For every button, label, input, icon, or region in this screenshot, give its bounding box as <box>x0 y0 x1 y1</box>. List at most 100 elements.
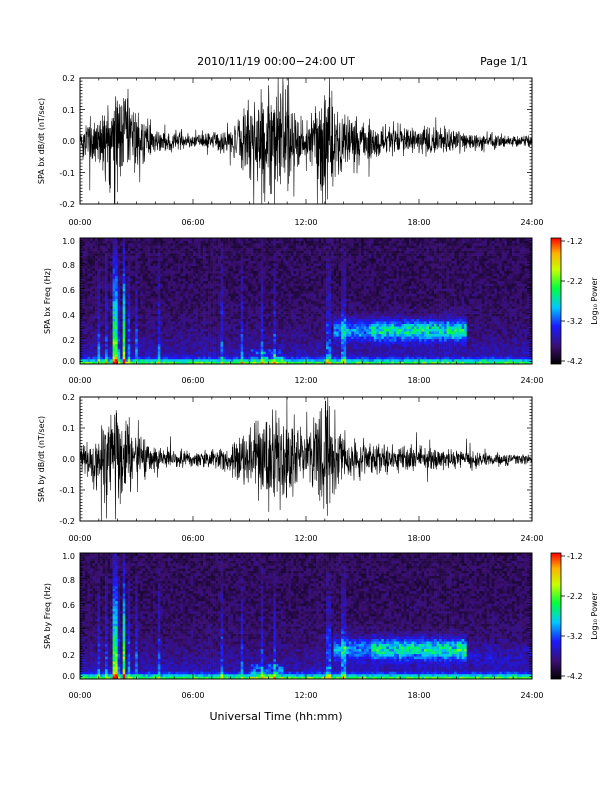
spectrogram-cell <box>107 318 111 322</box>
spectrogram-cell <box>110 316 113 319</box>
spectrogram-cell <box>107 358 111 362</box>
spectrogram-cell <box>182 323 186 327</box>
spectrogram-cell <box>225 338 229 342</box>
spectrogram-cell <box>200 243 204 246</box>
spectrogram-cell <box>112 321 116 324</box>
spectrogram-cell <box>303 326 307 330</box>
spectrogram-cell <box>105 358 108 362</box>
spectrogram-cell <box>243 343 247 347</box>
spectrogram-cell <box>205 263 209 267</box>
spectrogram-cell <box>162 303 166 307</box>
spectrogram-cell <box>268 311 272 314</box>
spectrogram-cell <box>293 258 297 261</box>
spectrogram-cell <box>250 321 254 324</box>
spectrogram-cell <box>120 353 123 357</box>
spectrogram-cell <box>162 248 166 251</box>
spectrogram-cell <box>293 336 297 340</box>
spectrogram-cell <box>198 313 201 317</box>
spectrogram-cell <box>105 331 108 335</box>
spectrogram-cell <box>107 263 111 267</box>
spectrogram-cell <box>195 283 199 287</box>
spectrogram-cell <box>203 278 206 282</box>
spectrogram-cell <box>328 348 332 352</box>
spectrogram-cell <box>167 293 171 297</box>
spectrogram-cell <box>303 268 307 272</box>
spectrogram-cell <box>140 331 144 335</box>
spectrogram-cell <box>167 316 171 319</box>
spectrogram-cell <box>265 348 269 352</box>
spectrogram-cell <box>198 353 201 357</box>
spectrogram-cell <box>225 240 229 244</box>
spectrogram-cell <box>228 250 231 254</box>
spectrogram-cell <box>293 301 297 304</box>
spectrogram-cell <box>172 353 176 357</box>
spectrogram-cell <box>260 243 264 246</box>
spectrogram-cell <box>190 321 194 324</box>
spectrogram-cell <box>180 328 184 332</box>
spectrogram-cell <box>288 336 292 340</box>
spectrogram-cell <box>162 343 166 347</box>
spectrogram-cell <box>321 353 324 357</box>
spectrogram-cell <box>303 255 307 259</box>
spectrogram-cell <box>278 358 282 362</box>
spectrogram-cell <box>203 323 206 327</box>
spectrogram-cell <box>275 293 279 297</box>
spectrogram-cell <box>152 298 156 302</box>
spectrogram-cell <box>205 321 209 324</box>
spectrogram-cell <box>130 293 134 297</box>
spectrogram-cell <box>208 313 211 317</box>
spectrogram-cell <box>95 338 98 342</box>
spectrogram-cell <box>185 288 189 292</box>
spectrogram-cell <box>268 326 272 330</box>
spectrogram-cell <box>245 343 249 347</box>
spectrogram-cell <box>268 280 272 284</box>
spectrogram-cell <box>187 348 191 352</box>
spectrogram-cell <box>157 250 161 254</box>
spectrogram-cell <box>110 303 113 307</box>
spectrogram-cell <box>208 288 211 292</box>
spectrogram-cell <box>228 341 231 345</box>
spectrogram-cell <box>215 311 219 314</box>
spectrogram-cell <box>270 331 274 335</box>
spectrogram-cell <box>107 283 111 287</box>
spectrogram-cell <box>323 336 327 340</box>
spectrogram-cell <box>230 258 234 261</box>
spectrogram-cell <box>285 313 289 317</box>
spectrogram-cell <box>105 316 108 319</box>
spectrogram-cell <box>95 293 98 297</box>
spectrogram-cell <box>102 343 106 347</box>
spectrogram-cell <box>190 255 194 259</box>
spectrogram-cell <box>137 270 141 274</box>
spectrogram-cell <box>105 323 108 327</box>
spectrogram-cell <box>210 283 214 287</box>
spectrogram-cell <box>316 318 319 322</box>
spectrogram-cell <box>90 316 93 319</box>
spectrogram-cell <box>316 255 319 259</box>
spectrogram-cell <box>278 273 282 277</box>
spectrogram-cell <box>258 346 262 350</box>
spectrogram-cell <box>240 318 244 322</box>
spectrogram-cell <box>323 331 327 335</box>
spectrogram-cell <box>110 293 113 297</box>
spectrogram-cell <box>215 333 219 337</box>
spectrogram-cell <box>137 353 141 357</box>
spectrogram-cell <box>152 351 156 355</box>
spectrogram-cell <box>273 273 277 277</box>
spectrogram-cell <box>132 285 136 289</box>
spectrogram-cell <box>298 321 302 324</box>
spectrogram-cell <box>177 293 181 297</box>
spectrogram-cell <box>172 255 176 259</box>
spectrogram-cell <box>180 353 184 357</box>
spectrogram-cell <box>137 283 141 287</box>
spectrogram-cell <box>328 343 332 347</box>
spectrogram-cell <box>105 348 108 352</box>
spectrogram-cell <box>172 343 176 347</box>
spectrogram-cell <box>177 336 181 340</box>
spectrogram-cell <box>155 240 159 244</box>
spectrogram-cell <box>100 285 103 289</box>
spectrogram-cell <box>213 260 216 264</box>
spectrogram-cell <box>240 326 244 330</box>
spectrogram-cell <box>95 273 98 277</box>
spectrogram-cell <box>135 323 139 327</box>
spectrogram-cell <box>177 275 181 279</box>
